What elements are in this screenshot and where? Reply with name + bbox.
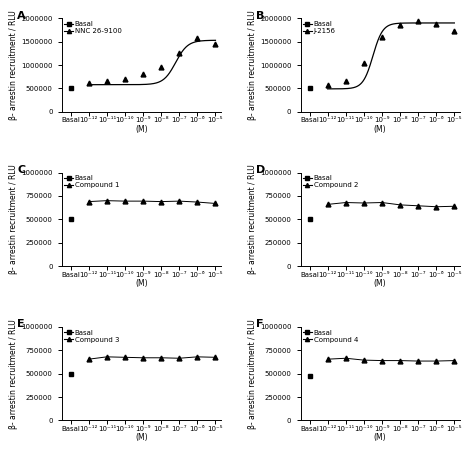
X-axis label: (M): (M) bbox=[135, 279, 147, 288]
X-axis label: (M): (M) bbox=[135, 433, 147, 442]
Y-axis label: β- arrestin recruitment / RLU: β- arrestin recruitment / RLU bbox=[9, 319, 18, 429]
Text: E: E bbox=[17, 319, 25, 329]
Legend: Basal, J-2156: Basal, J-2156 bbox=[302, 21, 337, 35]
Text: C: C bbox=[17, 165, 25, 175]
Text: F: F bbox=[256, 319, 264, 329]
Y-axis label: β- arrestin recruitment / RLU: β- arrestin recruitment / RLU bbox=[248, 319, 257, 429]
Legend: Basal, Compound 3: Basal, Compound 3 bbox=[64, 329, 120, 343]
Text: B: B bbox=[256, 11, 264, 21]
Text: A: A bbox=[17, 11, 26, 21]
Y-axis label: β- arrestin recruitment / RLU: β- arrestin recruitment / RLU bbox=[9, 165, 18, 274]
Legend: Basal, Compound 4: Basal, Compound 4 bbox=[302, 329, 359, 343]
X-axis label: (M): (M) bbox=[374, 433, 386, 442]
Legend: Basal, Compound 2: Basal, Compound 2 bbox=[302, 175, 359, 189]
Text: D: D bbox=[256, 165, 265, 175]
X-axis label: (M): (M) bbox=[374, 125, 386, 134]
Legend: Basal, Compound 1: Basal, Compound 1 bbox=[64, 175, 120, 189]
Y-axis label: β- arrestin recruitment / RLU: β- arrestin recruitment / RLU bbox=[248, 10, 257, 120]
Y-axis label: β- arrestin recruitment / RLU: β- arrestin recruitment / RLU bbox=[9, 10, 18, 120]
Y-axis label: β- arrestin recruitment / RLU: β- arrestin recruitment / RLU bbox=[248, 165, 257, 274]
X-axis label: (M): (M) bbox=[135, 125, 147, 134]
Legend: Basal, NNC 26-9100: Basal, NNC 26-9100 bbox=[64, 21, 122, 35]
X-axis label: (M): (M) bbox=[374, 279, 386, 288]
